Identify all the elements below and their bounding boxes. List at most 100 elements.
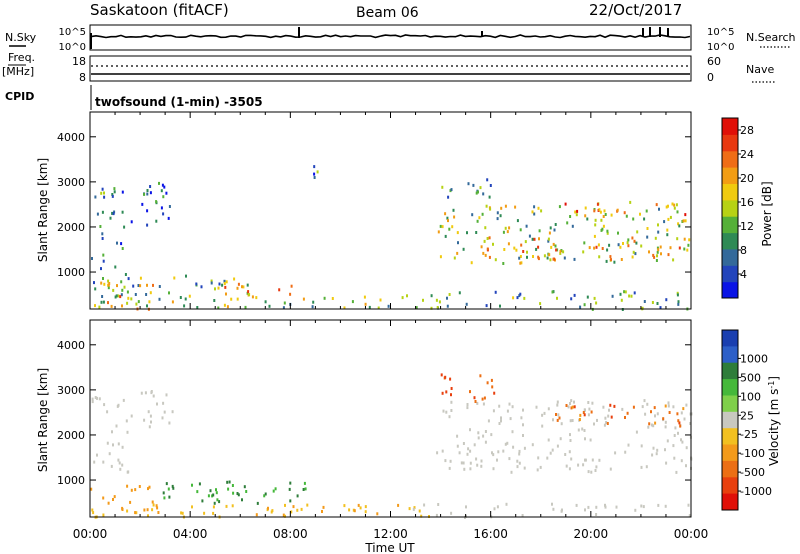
power-cell [496,211,499,215]
velocity-cell [440,373,443,377]
power-cell [610,213,613,217]
power-cell [107,301,109,305]
velocity-cell [541,424,544,428]
velocity-cell [587,401,590,404]
power-cell [570,297,573,301]
velocity-cell [605,421,608,424]
power-cell [268,304,271,308]
velocity-cell [680,438,682,442]
power-cell [134,293,137,296]
power-cell [583,303,586,307]
velocity-cell [536,468,539,472]
power-cell [594,218,597,222]
power-cell [453,215,456,219]
power-cell [160,189,163,193]
velocity-cell [480,464,483,468]
power-cell [486,178,489,182]
colorbar-swatch [722,118,738,135]
velocity-cell [559,437,562,441]
velocity-cell [582,463,585,467]
power-cell [444,234,447,238]
velocity-cell [348,508,351,512]
power-cell [673,206,676,210]
power-cell [688,238,691,242]
power-cell [645,209,648,213]
power-cell [430,306,433,310]
velocity-cell [129,500,132,504]
colorbar-swatch [722,477,738,495]
power-cell [620,258,623,261]
power-cell [471,213,474,217]
velocity-cell [610,415,613,419]
power-cell [480,245,483,249]
power-cell [436,306,439,309]
velocity-cell [215,488,217,492]
power-cell [313,172,316,176]
velocity-cell [241,498,243,502]
power-cell [247,290,250,294]
power-cell [494,290,497,294]
velocity-cell [168,495,171,499]
power-cell [532,255,534,258]
power-cell [120,293,123,297]
power-cell [515,248,518,252]
power-cell [121,288,124,292]
velocity-cell [292,505,295,509]
velocity-cell [591,401,594,405]
power-cell [500,206,503,210]
colorbar-tick-label: 8 [740,244,747,257]
velocity-cell [500,416,502,420]
velocity-x-ticks [89,320,692,517]
velocity-cell [640,444,643,448]
power-cell [233,277,236,281]
power-cell [488,236,491,240]
power-cell [312,300,315,304]
velocity-cell [236,492,239,495]
velocity-cell [493,507,496,511]
velocity-cell [113,495,116,499]
power-cell [484,226,487,230]
velocity-cell [665,461,668,465]
x-tick-label: 00:00 [674,527,709,541]
power-cell [610,258,612,262]
velocity-heatmap [90,373,693,519]
power-cell [676,237,679,241]
power-cell [162,195,165,199]
velocity-cell [487,419,490,423]
power-cell [167,216,170,220]
power-cell [111,194,114,198]
power-cell [569,215,572,218]
velocity-cell [549,451,552,455]
power-cell [533,212,536,216]
velocity-cell [460,461,463,465]
velocity-cell [521,514,524,517]
power-cell [100,300,103,304]
y-tick-label: 3000 [57,384,85,397]
power-cell [659,306,662,310]
power-cell [143,192,146,196]
colorbar-tick-label: 500 [740,371,761,384]
power-cell [503,248,506,251]
power-cell [667,204,669,208]
power-cell [635,241,638,245]
freq-panel-frame [89,55,692,82]
power-cell [113,190,116,194]
velocity-cell [226,480,229,484]
velocity-cell [102,460,105,464]
velocity-cell [584,437,586,441]
velocity-cell [604,505,607,509]
power-cell [242,285,245,289]
power-cell [488,255,491,259]
velocity-cell [227,487,230,491]
velocity-cell [645,465,648,469]
power-cell [155,200,158,204]
power-cell [608,243,611,247]
velocity-cell [343,504,346,508]
power-cell [213,299,216,302]
velocity-cell [134,488,137,492]
power-cell [554,223,557,226]
power-cell [531,210,534,214]
power-cell [278,288,281,292]
velocity-cell [225,504,228,508]
power-cell [625,214,628,218]
